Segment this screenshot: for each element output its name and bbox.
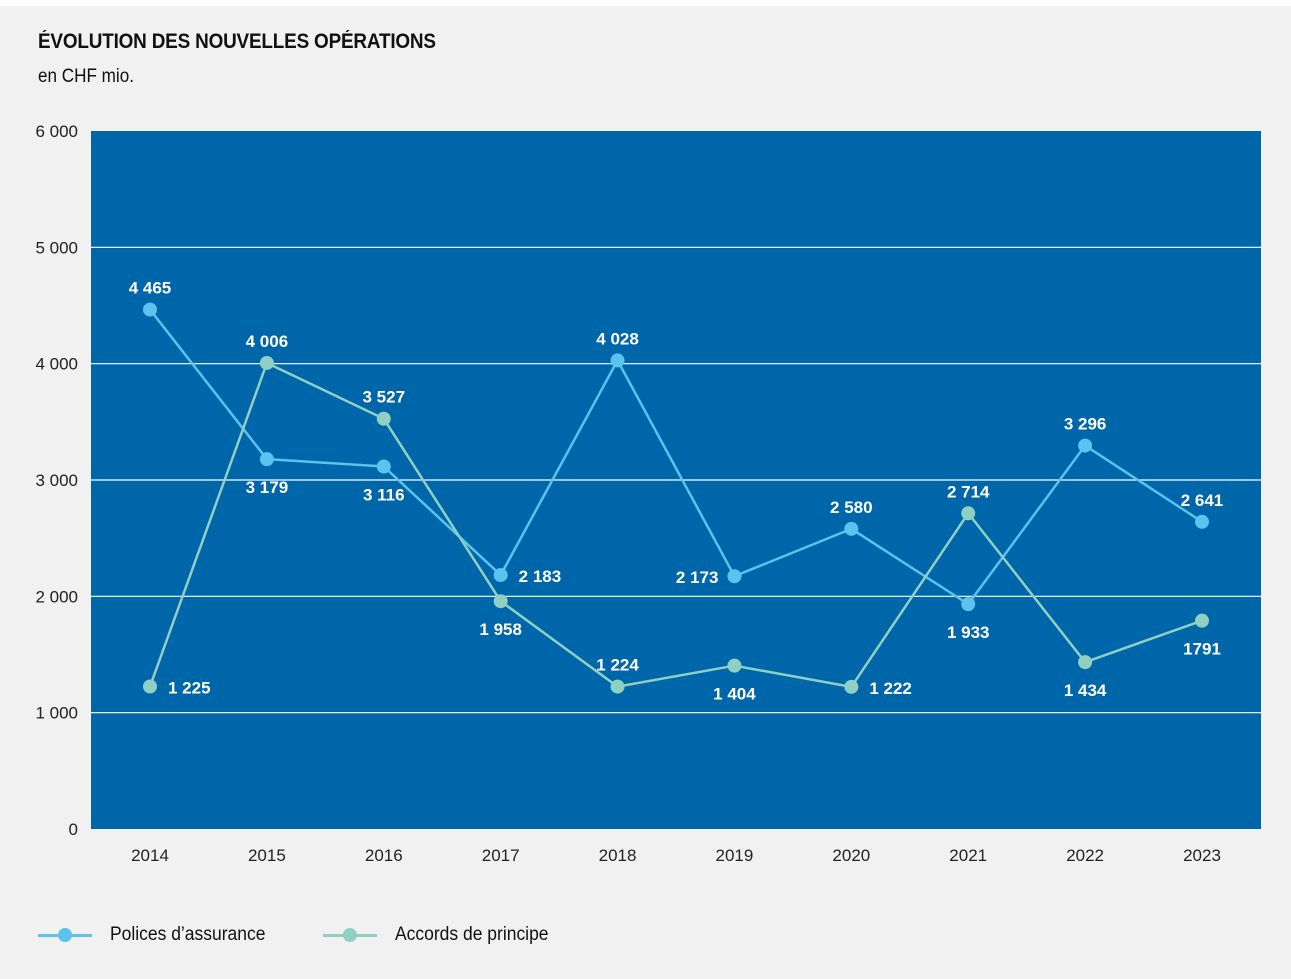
data-point-0-2023	[1195, 514, 1209, 529]
data-point-1-2016	[376, 411, 391, 426]
legend-label-accords: Accords de principe	[394, 924, 549, 945]
y-tick-label-4000: 4 000	[35, 355, 78, 374]
data-label-1-2018: 1 224	[596, 656, 639, 675]
x-tick-label-2021: 2021	[949, 846, 987, 865]
data-point-0-2019	[727, 569, 742, 584]
x-tick-label-2019: 2019	[716, 846, 754, 865]
y-tick-label-5000: 5 000	[35, 238, 78, 257]
data-point-1-2022	[1078, 655, 1093, 670]
data-point-0-2014	[143, 302, 157, 317]
data-point-1-2021	[961, 506, 976, 521]
data-label-1-2023: 1791	[1183, 640, 1221, 659]
data-point-1-2014	[143, 679, 157, 694]
y-tick-label-1000: 1 000	[35, 704, 78, 723]
data-label-1-2017: 1 958	[479, 620, 522, 639]
x-tick-label-2014: 2014	[131, 846, 169, 865]
data-label-1-2015: 4 006	[246, 332, 289, 351]
y-tick-label-0: 0	[69, 820, 78, 839]
data-label-0-2014: 4 465	[129, 279, 172, 298]
x-tick-label-2018: 2018	[599, 846, 637, 865]
data-label-0-2020: 2 580	[830, 498, 873, 517]
data-label-0-2019: 2 173	[676, 568, 719, 587]
data-point-0-2018	[610, 353, 625, 368]
data-label-0-2022: 3 296	[1064, 415, 1107, 434]
legend-item-polices: Polices d’assurance	[38, 924, 279, 946]
data-point-0-2022	[1078, 438, 1093, 453]
data-label-0-2016: 3 116	[363, 486, 405, 505]
data-label-1-2021: 2 714	[947, 482, 990, 501]
y-tick-label-2000: 2 000	[35, 587, 78, 606]
data-point-0-2017	[493, 568, 508, 583]
data-point-0-2020	[844, 521, 859, 536]
data-point-1-2015	[259, 355, 274, 370]
data-label-1-2019: 1 404	[713, 685, 756, 704]
data-point-1-2018	[610, 679, 625, 694]
data-point-1-2017	[493, 594, 508, 609]
data-point-1-2023	[1195, 613, 1209, 628]
data-label-1-2020: 1 222	[869, 679, 912, 698]
legend-swatch-polices	[38, 928, 92, 942]
x-tick-label-2015: 2015	[248, 846, 286, 865]
data-point-1-2019	[727, 658, 742, 673]
legend-label-polices: Polices d’assurance	[110, 924, 266, 945]
data-label-0-2017: 2 183	[519, 567, 562, 586]
data-label-1-2016: 3 527	[363, 388, 406, 407]
data-label-0-2018: 4 028	[596, 329, 639, 348]
data-label-1-2022: 1 434	[1064, 681, 1107, 700]
x-tick-label-2017: 2017	[482, 846, 520, 865]
x-tick-label-2022: 2022	[1066, 846, 1104, 865]
data-point-0-2015	[259, 452, 274, 467]
series-line-1	[148, 361, 1203, 689]
x-tick-label-2016: 2016	[365, 846, 403, 865]
data-point-0-2021	[961, 597, 976, 612]
data-label-0-2021: 1 933	[947, 623, 990, 642]
chart-title: ÉVOLUTION DES NOUVELLES OPÉRATIONS	[38, 30, 436, 53]
data-point-0-2016	[376, 459, 391, 474]
legend-item-accords: Accords de principe	[322, 924, 562, 946]
data-label-0-2015: 3 179	[246, 478, 289, 497]
data-label-0-2023: 2 641	[1181, 491, 1224, 510]
series-line-0	[149, 308, 1203, 606]
data-label-1-2014: 1 225	[168, 678, 211, 697]
x-tick-label-2023: 2023	[1183, 846, 1221, 865]
data-point-1-2020	[844, 679, 859, 694]
chart-subtitle: en CHF mio.	[38, 66, 134, 87]
legend-swatch-accords	[322, 928, 377, 942]
chart-legend: Polices d’assurance Accords de principe	[38, 924, 606, 946]
y-tick-label-3000: 3 000	[35, 471, 78, 490]
x-tick-label-2020: 2020	[832, 846, 870, 865]
y-tick-label-6000: 6 000	[35, 122, 78, 141]
